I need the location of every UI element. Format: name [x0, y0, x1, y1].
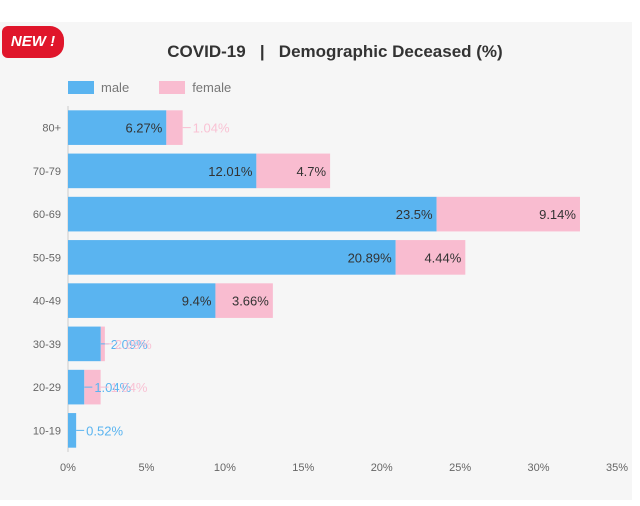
data-label-female: 4.7%: [296, 164, 326, 179]
legend-item-male[interactable]: male: [68, 80, 129, 95]
legend-item-female[interactable]: female: [159, 80, 231, 95]
bar-male: [68, 110, 167, 145]
bar-female: [215, 283, 273, 318]
data-label-female: 9.14%: [539, 207, 576, 222]
bar-female: [436, 196, 580, 232]
data-label-female: 1.04%: [111, 380, 148, 395]
data-label-male: 12.01%: [208, 164, 253, 179]
bar-male: [68, 326, 101, 362]
bar-female: [84, 369, 101, 405]
data-label-male: 2.09%: [111, 337, 148, 352]
y-tick-label: 40-49: [33, 296, 61, 308]
bar-male: [68, 196, 437, 232]
bar-male: [68, 240, 396, 275]
data-label-male: 1.04%: [94, 380, 131, 395]
data-label-female: 3.66%: [232, 294, 269, 309]
x-tick-label: 5%: [138, 462, 154, 474]
legend-swatch-female: [159, 81, 186, 94]
y-tick-label: 50-59: [33, 252, 61, 264]
legend-label-male: male: [101, 80, 130, 95]
bar-female: [395, 240, 466, 275]
data-label-male: 23.5%: [396, 207, 433, 222]
chart-title: COVID-19 | Demographic Deceased (%): [167, 42, 503, 61]
x-tick-label: 35%: [606, 462, 628, 474]
x-tick-label: 20%: [371, 462, 393, 474]
bar-male: [68, 153, 257, 189]
bar-male: [68, 413, 77, 448]
legend-label-female: female: [192, 80, 232, 95]
bar-male: [68, 369, 85, 405]
y-tick-label: 10-19: [33, 425, 61, 437]
x-tick-label: 10%: [214, 462, 236, 474]
legend-swatch-male: [68, 81, 94, 94]
chart-legend: male female: [68, 80, 261, 95]
x-tick-label: 15%: [292, 462, 314, 474]
y-tick-label: 60-69: [33, 209, 61, 221]
y-tick-label: 30-39: [33, 339, 61, 351]
x-tick-label: 25%: [449, 462, 471, 474]
x-tick-label: 30%: [528, 462, 550, 474]
data-label-female: 4.44%: [424, 250, 461, 265]
data-label-male: 0.52%: [86, 423, 123, 438]
bar-male: [68, 283, 216, 318]
data-label-male: 6.27%: [125, 121, 162, 136]
data-label-male: 20.89%: [348, 250, 393, 265]
y-tick-label: 80+: [42, 123, 61, 135]
bar-female: [256, 153, 331, 189]
data-label-female: 1.04%: [193, 121, 230, 136]
y-tick-label: 70-79: [33, 166, 61, 178]
new-badge: NEW !: [2, 26, 64, 58]
bar-female: [166, 110, 183, 145]
data-label-female: 2.09%: [115, 337, 152, 352]
y-tick-label: 20-29: [33, 382, 61, 394]
data-label-male: 9.4%: [182, 294, 212, 309]
x-tick-label: 0%: [60, 462, 76, 474]
